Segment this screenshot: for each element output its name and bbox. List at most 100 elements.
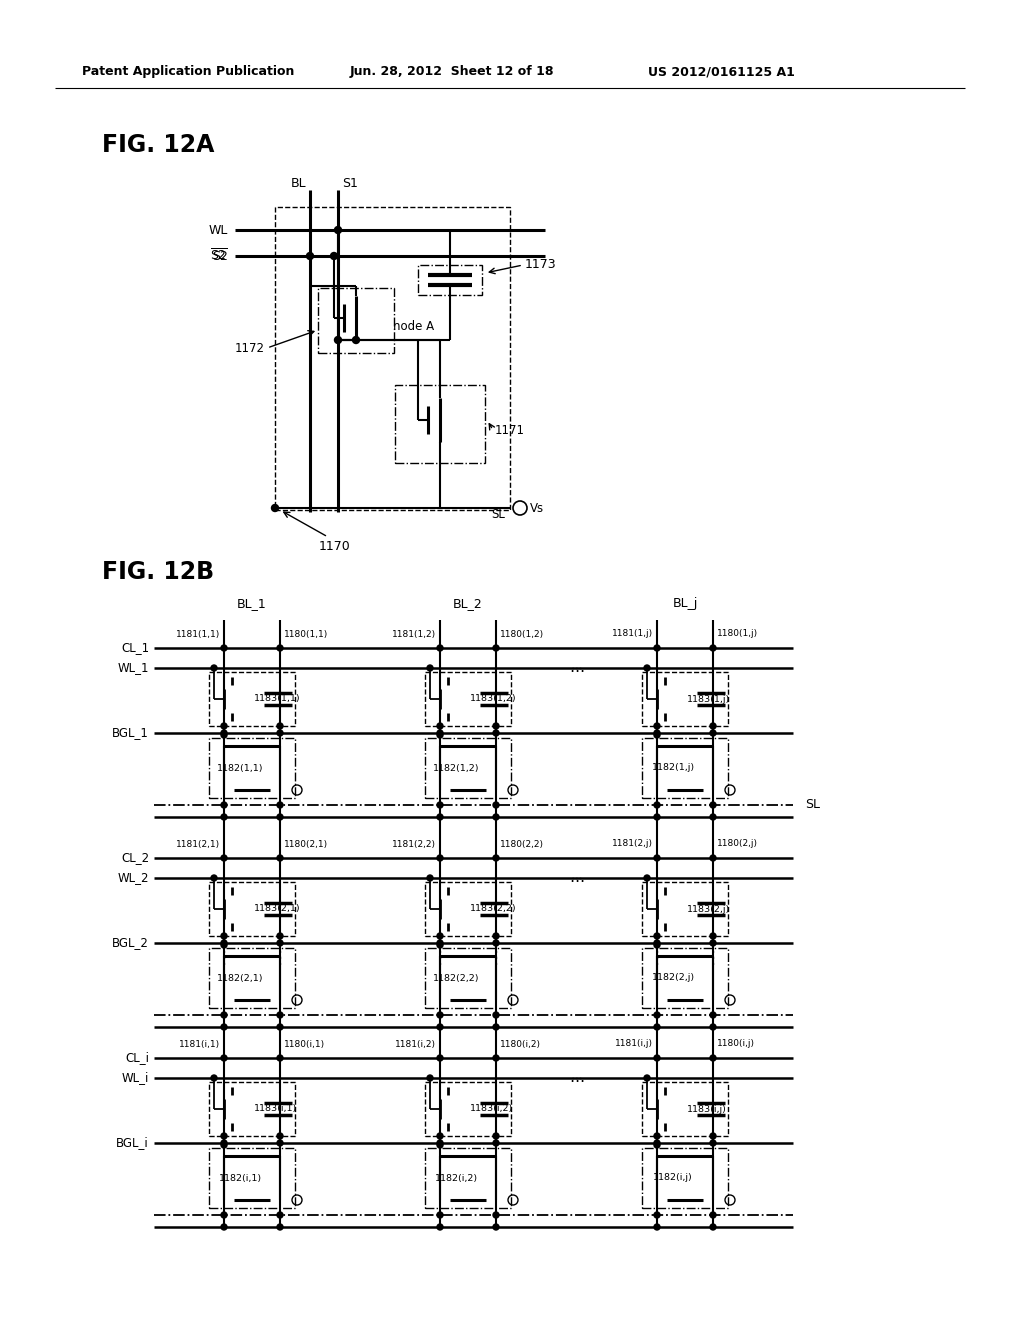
Text: CL_1: CL_1 <box>121 642 150 655</box>
Text: WL: WL <box>209 223 228 236</box>
Text: ⋮: ⋮ <box>487 949 504 968</box>
Text: 1182(2,j): 1182(2,j) <box>651 974 694 982</box>
Text: ⋮: ⋮ <box>705 949 721 968</box>
Circle shape <box>710 855 716 861</box>
Circle shape <box>221 940 227 946</box>
Text: BGL_1: BGL_1 <box>112 726 150 739</box>
Text: 1183(1,2): 1183(1,2) <box>470 694 517 704</box>
Text: 1180(i,2): 1180(i,2) <box>500 1040 541 1048</box>
Circle shape <box>710 723 716 729</box>
Text: 1182(i,1): 1182(i,1) <box>218 1173 261 1183</box>
Circle shape <box>710 933 716 939</box>
Text: 1182(2,2): 1182(2,2) <box>433 974 479 982</box>
Text: …: … <box>569 660 584 676</box>
Circle shape <box>221 733 227 738</box>
Circle shape <box>278 803 283 808</box>
Circle shape <box>221 645 227 651</box>
Text: BL_2: BL_2 <box>454 598 483 610</box>
Circle shape <box>437 933 443 939</box>
Text: …: … <box>569 1071 584 1085</box>
Text: ⋮: ⋮ <box>432 949 449 968</box>
Circle shape <box>493 814 499 820</box>
Circle shape <box>437 1142 443 1148</box>
Circle shape <box>335 227 341 234</box>
Text: 1182(i,j): 1182(i,j) <box>653 1173 693 1183</box>
Circle shape <box>221 723 227 729</box>
Text: S2: S2 <box>212 249 228 263</box>
Circle shape <box>644 665 650 671</box>
Text: 1180(i,j): 1180(i,j) <box>717 1040 755 1048</box>
Bar <box>209 1148 295 1208</box>
Circle shape <box>493 855 499 861</box>
Circle shape <box>437 645 443 651</box>
Text: node A: node A <box>393 319 434 333</box>
Circle shape <box>654 855 660 861</box>
Text: 1182(2,1): 1182(2,1) <box>217 974 263 982</box>
Circle shape <box>278 1133 283 1139</box>
Circle shape <box>211 875 217 880</box>
Bar <box>209 1082 295 1137</box>
Circle shape <box>710 1212 716 1218</box>
Circle shape <box>493 1212 499 1218</box>
Text: 1180(1,j): 1180(1,j) <box>717 630 758 639</box>
Text: 1173: 1173 <box>525 259 557 272</box>
Text: 1181(2,2): 1181(2,2) <box>392 840 436 849</box>
Text: 1180(i,1): 1180(i,1) <box>284 1040 326 1048</box>
Circle shape <box>221 1012 227 1018</box>
Text: Patent Application Publication: Patent Application Publication <box>82 66 294 78</box>
Text: ⋮: ⋮ <box>271 949 289 968</box>
Bar <box>425 1148 511 1208</box>
Text: SL: SL <box>805 799 820 812</box>
Circle shape <box>352 337 359 343</box>
Bar <box>275 207 510 510</box>
Text: FIG. 12A: FIG. 12A <box>102 133 214 157</box>
Circle shape <box>221 1212 227 1218</box>
Text: 1182(1,j): 1182(1,j) <box>651 763 694 772</box>
Text: Vs: Vs <box>530 502 544 515</box>
Circle shape <box>654 1055 660 1061</box>
Circle shape <box>427 875 433 880</box>
Text: SL: SL <box>492 508 505 521</box>
Text: WL_2: WL_2 <box>118 871 150 884</box>
Text: 1181(1,2): 1181(1,2) <box>392 630 436 639</box>
Bar <box>209 672 295 726</box>
Circle shape <box>654 1140 660 1146</box>
Circle shape <box>644 1074 650 1081</box>
Circle shape <box>211 1074 217 1081</box>
Circle shape <box>654 814 660 820</box>
Circle shape <box>278 940 283 946</box>
Text: BGL_i: BGL_i <box>117 1137 150 1150</box>
Text: 1183(2,2): 1183(2,2) <box>470 904 517 913</box>
Text: $\overline{\mathrm{S2}}$: $\overline{\mathrm{S2}}$ <box>210 248 228 264</box>
Text: WL_1: WL_1 <box>118 661 150 675</box>
Circle shape <box>427 665 433 671</box>
Circle shape <box>654 940 660 946</box>
Text: 1183(1,j): 1183(1,j) <box>687 694 730 704</box>
Circle shape <box>493 1024 499 1030</box>
Circle shape <box>493 940 499 946</box>
Circle shape <box>437 814 443 820</box>
Circle shape <box>278 814 283 820</box>
Circle shape <box>493 1055 499 1061</box>
Text: 1180(2,1): 1180(2,1) <box>284 840 328 849</box>
Circle shape <box>437 855 443 861</box>
Bar <box>425 948 511 1008</box>
Text: 1182(1,2): 1182(1,2) <box>433 763 479 772</box>
Text: 1183(i,2): 1183(i,2) <box>470 1105 513 1114</box>
Text: 1181(2,1): 1181(2,1) <box>176 840 220 849</box>
Text: US 2012/0161125 A1: US 2012/0161125 A1 <box>648 66 795 78</box>
Circle shape <box>710 1133 716 1139</box>
Circle shape <box>278 645 283 651</box>
Bar <box>642 882 728 936</box>
Circle shape <box>654 1024 660 1030</box>
Circle shape <box>221 803 227 808</box>
Circle shape <box>710 1012 716 1018</box>
Text: 1183(2,1): 1183(2,1) <box>254 904 301 913</box>
Text: 1181(i,j): 1181(i,j) <box>615 1040 653 1048</box>
Circle shape <box>221 855 227 861</box>
Circle shape <box>437 723 443 729</box>
Text: FIG. 12B: FIG. 12B <box>102 560 214 583</box>
Text: 1180(1,1): 1180(1,1) <box>284 630 329 639</box>
Text: 1183(1,1): 1183(1,1) <box>254 694 301 704</box>
Circle shape <box>710 1024 716 1030</box>
